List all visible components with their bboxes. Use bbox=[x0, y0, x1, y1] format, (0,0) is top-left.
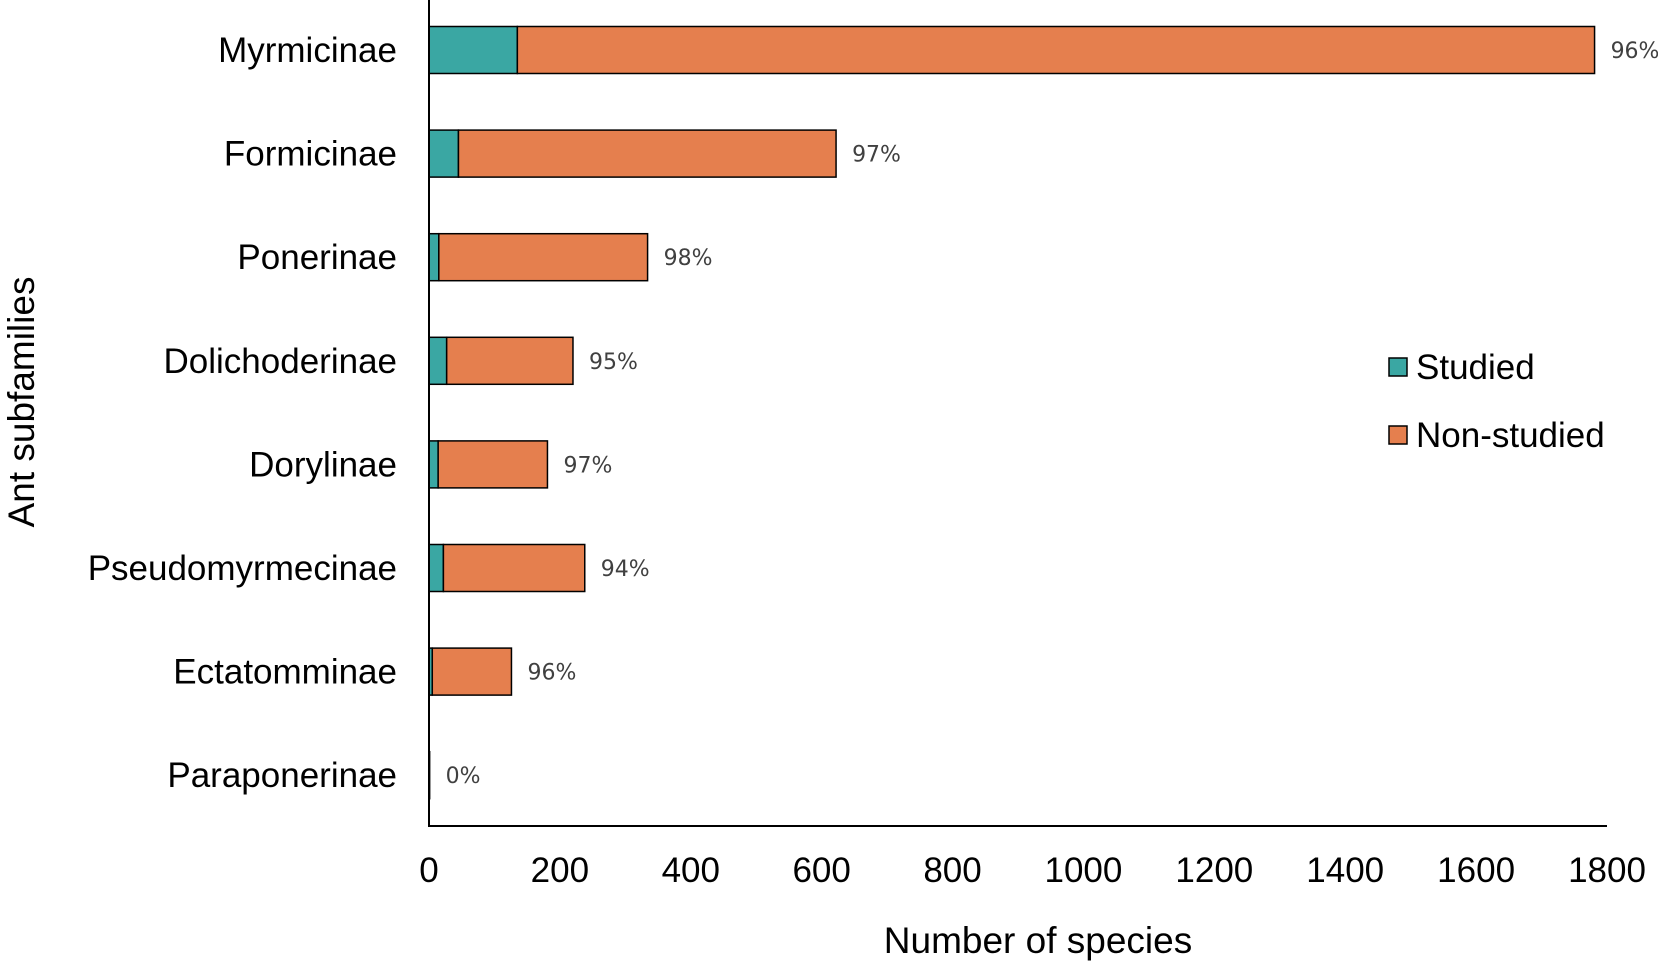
category-label: Myrmicinae bbox=[218, 31, 397, 70]
category-label: Pseudomyrmecinae bbox=[88, 549, 397, 588]
category-label: Dolichoderinae bbox=[164, 342, 397, 381]
bar-non-studied bbox=[516, 25, 1596, 75]
y-axis-title: Ant subfamilies bbox=[1, 277, 42, 528]
legend-swatch-studied bbox=[1388, 357, 1408, 377]
x-tick-label: 600 bbox=[792, 851, 850, 890]
legend-swatch-non-studied bbox=[1388, 425, 1408, 445]
bar-non-studied bbox=[442, 543, 586, 593]
bar-non-studied bbox=[445, 336, 574, 386]
labels-layer: Myrmicinae 96% Formicinae 97% Ponerinae 98% Do… bbox=[88, 31, 1658, 795]
data-label: 97% bbox=[852, 143, 901, 168]
bar-studied bbox=[428, 129, 460, 178]
bar-studied bbox=[428, 543, 445, 593]
x-tick-label: 1200 bbox=[1175, 851, 1253, 890]
bar-non-studied bbox=[438, 232, 649, 282]
x-tick-label: 1000 bbox=[1045, 851, 1123, 890]
legend-label-non-studied: Non-studied bbox=[1416, 416, 1605, 455]
data-label: 0% bbox=[446, 764, 481, 789]
x-tick-label: 1600 bbox=[1437, 851, 1515, 890]
bar-studied bbox=[428, 25, 519, 75]
data-label: 97% bbox=[563, 453, 612, 478]
bar-non-studied bbox=[457, 129, 837, 178]
bar-studied bbox=[428, 440, 439, 489]
data-label: 95% bbox=[589, 350, 638, 375]
data-label: 96% bbox=[1611, 39, 1658, 64]
x-tick-label: 400 bbox=[662, 851, 720, 890]
legend: Studied Non-studied bbox=[1388, 348, 1605, 455]
x-tick-label: 1800 bbox=[1568, 851, 1646, 890]
x-axis-title: Number of species bbox=[884, 920, 1192, 961]
x-tick-label: 0 bbox=[419, 851, 438, 890]
bar-non-studied bbox=[437, 440, 549, 489]
bars-layer bbox=[428, 25, 1596, 800]
category-label: Formicinae bbox=[224, 135, 397, 174]
data-label: 96% bbox=[527, 661, 576, 686]
category-label: Paraponerinae bbox=[167, 756, 397, 795]
data-label: 98% bbox=[664, 246, 713, 271]
bar-non-studied bbox=[431, 647, 513, 696]
x-tick-label: 1400 bbox=[1306, 851, 1384, 890]
data-label: 94% bbox=[601, 557, 650, 582]
x-tick-label: 200 bbox=[531, 851, 589, 890]
category-label: Ectatomminae bbox=[173, 653, 397, 692]
legend-label-studied: Studied bbox=[1416, 348, 1535, 387]
x-tick-labels: 0 200 400 600 800 1000 1200 1400 1600 1800 bbox=[419, 851, 1646, 890]
category-label: Ponerinae bbox=[237, 238, 397, 277]
bar-studied bbox=[428, 232, 440, 282]
category-label: Dorylinae bbox=[249, 445, 397, 484]
x-tick-label: 800 bbox=[923, 851, 981, 890]
bar-studied bbox=[428, 336, 448, 386]
